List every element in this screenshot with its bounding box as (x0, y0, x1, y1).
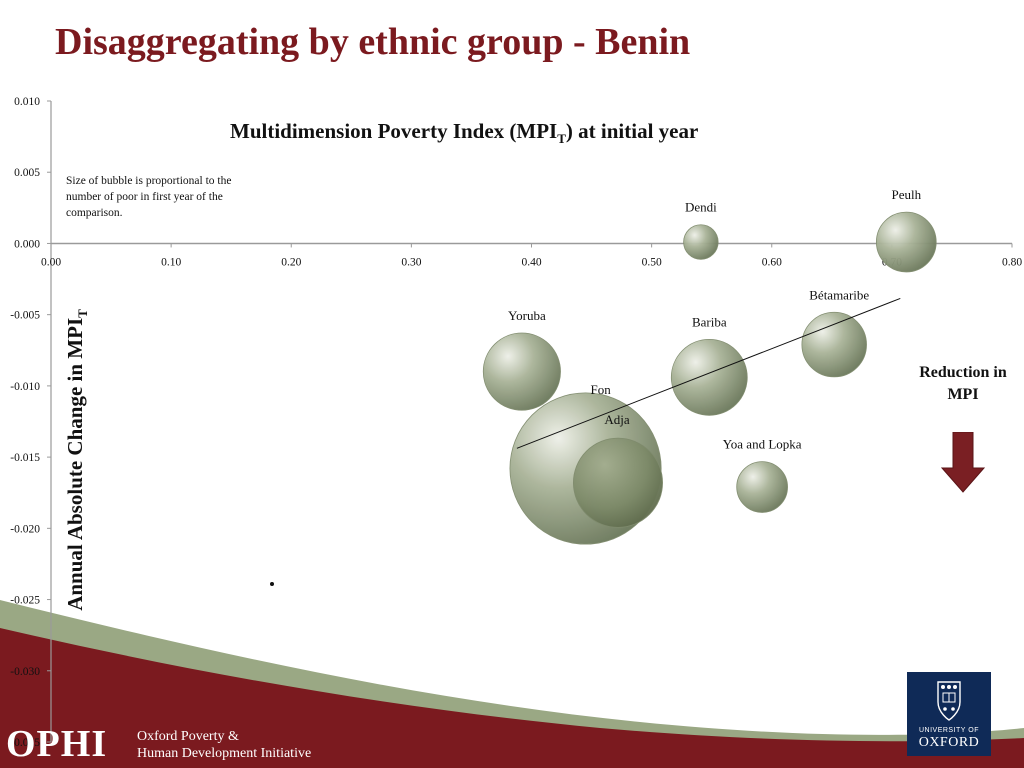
bubble-peulh (875, 211, 937, 273)
x-tick-label: 0.30 (401, 256, 421, 268)
x-tick-label: 0.50 (642, 256, 662, 268)
bubble-label: Peulh (891, 187, 921, 202)
bubble-label: Yoruba (508, 308, 546, 323)
bubble-yoruba (482, 332, 561, 411)
y-axis-title: Annual Absolute Change in MPIT (62, 309, 91, 611)
y-tick-label: -0.030 (10, 666, 40, 678)
ophi-org-line-2: Human Development Initiative (137, 746, 312, 761)
bubble-adja (572, 437, 663, 528)
bubble-label: Adja (604, 412, 630, 427)
oxford-wordmark: OXFORD (918, 735, 980, 750)
bubble-b-tamaribe (801, 311, 867, 378)
bubble-yoa-and-lopka (736, 461, 788, 513)
x-tick-label: 0.10 (161, 256, 181, 268)
bubble-size-note: Size of bubble is proportional to the nu… (66, 175, 232, 219)
bubble-label: Yoa and Lopka (723, 437, 802, 452)
x-tick-label: 0.80 (1002, 256, 1022, 268)
y-tick-label: 0.005 (14, 167, 40, 179)
oxford-crest-icon (937, 681, 961, 721)
y-tick-label: -0.005 (10, 310, 40, 322)
bubble-label: Bariba (692, 314, 727, 329)
y-tick-label: -0.015 (10, 452, 40, 464)
bubble-bariba (670, 338, 748, 416)
y-tick-label: 0.010 (14, 96, 40, 108)
stray-dot (270, 582, 274, 586)
reduction-line-2: MPI (947, 386, 979, 403)
oxford-logo: UNIVERSITY OF OXFORD (907, 672, 991, 756)
trendline (516, 297, 901, 449)
chart-title: Multidimension Poverty Index (MPIT) at i… (230, 119, 699, 147)
x-tick-label: 0.40 (521, 256, 541, 268)
footer-red-swoosh (0, 628, 1024, 768)
down-arrow-icon (941, 432, 985, 493)
y-tick-label: -0.020 (10, 523, 40, 535)
slide-title: Disaggregating by ethnic group - Benin (55, 21, 691, 63)
oxford-university-of: UNIVERSITY OF (918, 727, 980, 734)
ophi-org-line-1: Oxford Poverty & (137, 729, 239, 744)
bubble-dendi (683, 224, 719, 260)
bubble-label: Dendi (685, 200, 717, 215)
reduction-line-1: Reduction in (919, 364, 1007, 381)
y-tick-label: -0.025 (10, 595, 40, 607)
ophi-org-name: Oxford Poverty & Human Development Initi… (137, 728, 311, 762)
x-tick-label: 0.20 (281, 256, 301, 268)
ophi-logo: OPHI (6, 723, 108, 765)
bubble-label: Bétamaribe (809, 287, 869, 302)
bubble-label: Fon (591, 382, 612, 397)
y-tick-label: -0.035 (10, 737, 40, 749)
x-tick-label: 0.60 (762, 256, 782, 268)
x-tick-label: 0.00 (41, 256, 61, 268)
reduction-annotation: Reduction in MPI (895, 362, 1024, 406)
y-tick-label: 0.000 (14, 238, 40, 250)
y-tick-label: -0.010 (10, 381, 40, 393)
